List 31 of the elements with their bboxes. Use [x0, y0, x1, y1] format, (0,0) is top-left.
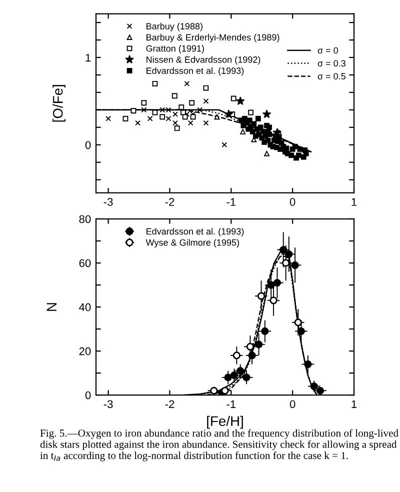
x-tick-label: 0	[290, 400, 296, 408]
x-tick-label: -2	[165, 198, 174, 206]
legend-label: Barbuy (1988)	[146, 22, 202, 32]
y-axis-title: [O/Fe]	[52, 85, 66, 122]
x-tick-label: -3	[104, 198, 113, 206]
y-axis-title: N	[46, 303, 56, 311]
x-tick-label: -3	[104, 400, 113, 408]
y-tick-label: 20	[79, 347, 91, 356]
legend-label: Edvardsson et al. (1993)	[146, 228, 244, 236]
legend-label: σ = 0.5	[318, 73, 346, 80]
y-tick-label: 0	[85, 141, 91, 149]
legend-label: Wyse & Gilmore (1995)	[146, 239, 239, 248]
legend-label: σ = 0	[318, 47, 338, 54]
legend-label: Gratton (1991)	[146, 45, 204, 54]
legend-label: σ = 0.3	[318, 60, 346, 67]
x-tick-label: -2	[165, 400, 174, 408]
y-tick-label: 0	[85, 391, 91, 400]
x-axis-title: [Fe/H]	[207, 416, 243, 429]
y-tick-label: 60	[79, 259, 91, 268]
y-tick-label: 40	[79, 303, 91, 312]
x-tick-label: -1	[226, 198, 236, 206]
x-tick-label: 1	[352, 400, 357, 408]
x-tick-label: 1	[352, 198, 357, 206]
x-tick-label: 0	[290, 198, 296, 206]
caption: Fig. 5.—Oxygen to iron abundance ratio and the frequency distribution of long-lived disk stars plotted against the iron abundance. Sensitivity check for allowing a spread in t$_{Ia}$ according to the log-normal distribution function for the case k = 1.	[40, 429, 398, 462]
y-tick-label: 1	[86, 54, 91, 62]
legend-label: Edvardsson et al. (1993)	[146, 67, 244, 76]
x-tick-label: -1	[226, 400, 236, 408]
y-tick-label: 80	[79, 215, 91, 224]
legend-label: Nissen & Edvardsson (1992)	[146, 56, 260, 65]
legend-label: Barbuy & Erderlyi-Mendes (1989)	[146, 34, 280, 42]
